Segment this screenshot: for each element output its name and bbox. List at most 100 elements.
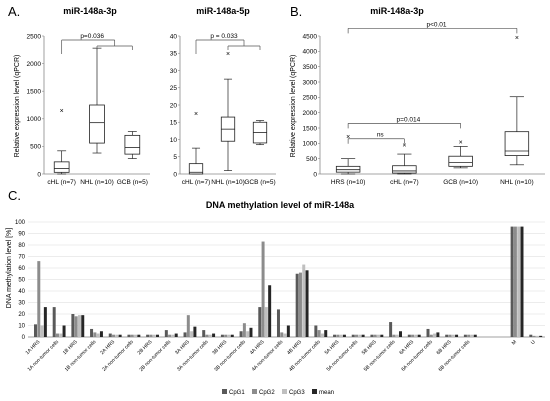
legend-swatch [252,389,257,394]
bar-cpg1 [529,334,533,337]
bar-cpg2 [429,334,433,337]
bar-mean [436,332,440,337]
y-tick-label: 2000 [303,110,318,117]
bar-cpg2 [205,334,209,337]
y-tick-label: 30 [170,68,178,75]
y-tick-label: 100 [15,220,26,226]
y-tick-label: 5 [173,154,177,161]
bar-cpg3 [283,333,287,337]
bar-cpg3 [190,331,194,337]
bar-cpg2 [55,333,59,337]
bar-cpg2 [298,272,302,337]
bar-cpg1 [276,309,280,337]
x-tick-label: 1A HRS [25,339,42,356]
bar-cpg3 [339,334,343,337]
y-tick-label: 40 [18,289,25,295]
bar-cpg1 [183,332,187,337]
bar-mean [62,325,66,337]
bar-cpg2 [336,334,340,337]
box-iqr [188,163,204,175]
bar-cpg3 [302,264,306,337]
bar-mean [193,326,197,337]
bar-cpg1 [351,334,355,337]
bar-cpg3 [227,334,231,337]
x-tick-label: 5B HRS [361,339,378,356]
significance-label: p = 0.033 [210,33,238,40]
panel-c-letter: C. [8,188,21,203]
box-iqr [124,134,141,155]
bar-mean [81,315,85,337]
chart-c-legend: CpG1 CpG2 CpG3 mean [222,389,334,396]
box-iqr [335,165,361,173]
bar-cpg3 [517,226,521,337]
y-tick-label: 0 [37,171,41,178]
bar-cpg3 [470,334,474,337]
y-tick-label: 4000 [303,49,318,56]
legend-swatch [312,389,317,394]
bar-mean [137,334,141,337]
bar-cpg2 [411,334,415,337]
box-iqr [392,165,417,174]
y-tick-label: 1500 [27,89,42,96]
x-tick-label: GCB (n=10) [443,179,478,186]
y-tick-label: 30 [18,301,25,307]
bar-mean [473,334,477,337]
bar-cpg3 [77,315,81,337]
bar-cpg1 [202,330,206,337]
bar-mean [118,334,122,337]
outlier-marker: × [60,108,64,115]
legend-label: CpG1 [229,390,245,396]
bar-cpg1 [146,334,150,337]
bar-cpg3 [246,331,250,337]
x-tick-label: GCB (n=5) [117,179,148,186]
y-tick-label: 80 [18,243,25,249]
legend-swatch [282,389,287,394]
y-tick-label: 50 [18,278,25,284]
bar-cpg3 [40,325,44,337]
y-tick-label: 15 [170,120,178,127]
legend-label: CpG2 [259,390,275,396]
legend-label: CpG3 [289,390,305,396]
y-tick-label: 1000 [27,116,42,123]
significance-label: p=0.014 [397,116,421,123]
bar-cpg1 [463,334,467,337]
y-tick-label: 4500 [303,33,318,40]
y-tick-label: 60 [18,266,25,272]
box-iqr [504,131,530,156]
bar-mean [230,334,234,337]
x-tick-label: NHL (n=10) [211,179,245,186]
bar-cpg2 [242,323,246,337]
x-tick-label: 2B HRS [137,339,154,356]
x-tick-label: cHL (n=7) [182,179,210,186]
bar-cpg3 [208,334,212,337]
bar-cpg2 [392,334,396,337]
bar-cpg2 [355,334,359,337]
x-tick-label: GCB (n=5) [244,179,275,186]
y-tick-label: 35 [170,51,178,58]
chart-a2: miR-148a-5p 0 5 10 15 20 25 30 35 40 cHL (n=7) NHL… [170,6,276,186]
bar-mean [156,334,160,337]
x-tick-label: NHL (n=10) [80,179,114,186]
significance-label: p=0.036 [80,33,104,40]
bar-mean [286,325,290,337]
bar-cpg1 [333,334,337,337]
bar-cpg1 [370,334,374,337]
x-tick-label: 4A HRS [249,339,266,356]
chart-c: DNA methylation level of miR-148a DNA me… [6,200,545,396]
bar-cpg2 [149,334,153,337]
x-tick-label: 1B HRS [62,339,79,356]
bar-cpg1 [258,307,262,337]
chart-c-ylabel: DNA methylation level [%] [6,228,13,309]
bar-mean [99,331,103,337]
chart-a2-title: miR-148a-5p [196,6,250,16]
bar-cpg3 [152,334,156,337]
bar-cpg1 [445,334,449,337]
outlier-marker: × [459,139,463,146]
bar-mean [417,334,421,337]
bar-cpg3 [377,334,381,337]
x-tick-label: M [511,339,518,346]
bar-cpg2 [112,334,116,337]
bar-cpg2 [317,330,321,337]
y-tick-label: 1500 [303,125,318,132]
x-tick-label: cHL (n=7) [47,179,75,186]
